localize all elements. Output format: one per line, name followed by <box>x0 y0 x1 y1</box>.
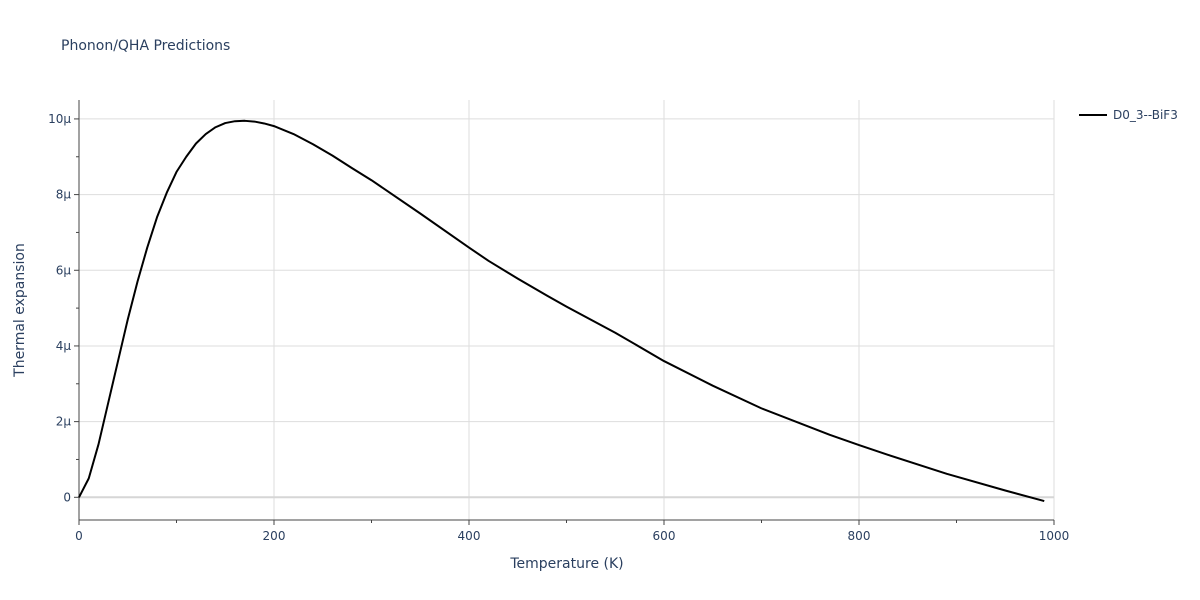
y-tick-label: 8μ <box>56 188 72 202</box>
y-tick-label: 0 <box>63 490 71 504</box>
y-tick-label: 2μ <box>56 415 72 429</box>
x-tick-label: 400 <box>458 529 481 543</box>
legend-label[interactable]: D0_3--BiF3 <box>1113 108 1178 122</box>
x-tick-label: 0 <box>75 529 83 543</box>
x-tick-label: 600 <box>653 529 676 543</box>
axes <box>74 100 1055 525</box>
x-tick-label: 1000 <box>1039 529 1070 543</box>
x-gridlines <box>273 100 1055 520</box>
y-tick-label: 6μ <box>56 263 72 277</box>
chart-title: Phonon/QHA Predictions <box>61 38 230 54</box>
series-line <box>78 119 1045 503</box>
legend[interactable]: D0_3--BiF3 <box>1079 108 1178 122</box>
x-axis-title: Temperature (K) <box>509 556 623 572</box>
y-tick-label: 10μ <box>48 112 71 126</box>
x-tick-label: 800 <box>848 529 871 543</box>
y-tick-labels: 0 2μ 4μ 6μ 8μ 10μ <box>48 112 71 504</box>
x-tick-label: 200 <box>263 529 286 543</box>
y-axis-title: Thermal expansion <box>12 243 28 378</box>
y-gridlines <box>79 118 1054 423</box>
y-tick-label: 4μ <box>56 339 72 353</box>
x-tick-labels: 0 200 400 600 800 1000 <box>75 529 1069 543</box>
series-group <box>78 119 1045 503</box>
